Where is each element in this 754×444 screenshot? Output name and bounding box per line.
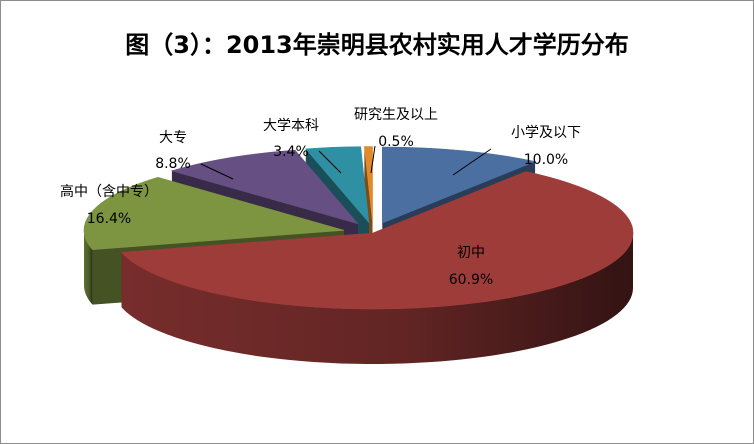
- slice-top: [120, 171, 634, 310]
- slice-name-label: 高中（含中专）: [60, 183, 158, 200]
- slice-value-label: 3.4%: [273, 144, 309, 160]
- slice-top: [170, 149, 359, 225]
- slice-name-label: 大专: [159, 130, 187, 146]
- leader-line: [200, 163, 234, 180]
- slice-labels: 小学及以下 10.0% 初中 60.9% 高中（含中专） 16.4% 大专 8.8% 大学本科 3…: [60, 107, 581, 288]
- chart-title: 图（3）：2013年崇明县农村实用人才学历分布: [125, 31, 629, 59]
- slice-side: [83, 230, 93, 305]
- slice-side: [121, 233, 633, 364]
- leader-line: [318, 150, 342, 174]
- slice-value-label: 60.9%: [449, 272, 493, 288]
- slice-top: [305, 146, 370, 224]
- slice-value-label: 8.8%: [155, 156, 191, 172]
- slice-top: [381, 146, 537, 224]
- pie-slice: [120, 171, 634, 364]
- slice-top: [83, 176, 345, 250]
- slice-value-label: 10.0%: [524, 152, 568, 168]
- slice-name-label: 小学及以下: [511, 125, 581, 141]
- slice-value-label: 16.4%: [87, 211, 131, 227]
- slices-layer: [83, 146, 634, 364]
- slice-value-label: 0.5%: [378, 134, 414, 150]
- slice-name-label: 大学本科: [263, 118, 319, 134]
- slice-top: [364, 146, 373, 223]
- leader-lines: [200, 145, 492, 180]
- leader-line: [370, 145, 376, 174]
- slice-name-label: 研究生及以上: [354, 107, 438, 123]
- slice-name-label: 初中: [457, 244, 485, 261]
- leader-line: [452, 148, 492, 176]
